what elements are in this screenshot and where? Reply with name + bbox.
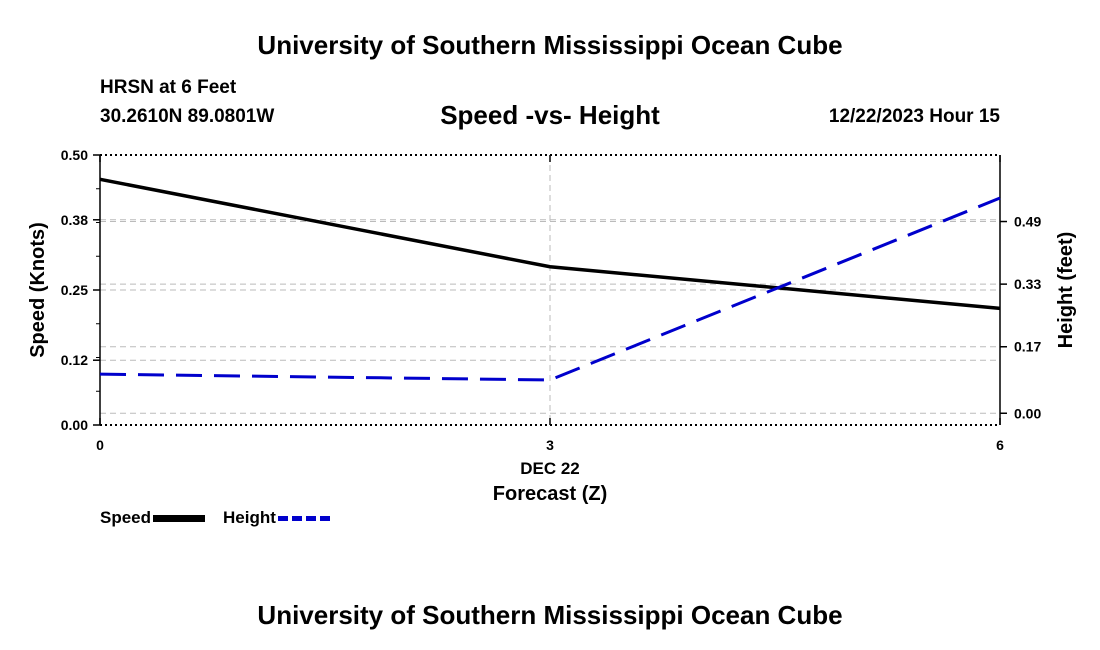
legend-item-speed: Speed [100,508,206,528]
legend-label-speed: Speed [100,508,152,527]
series-line-height [99,196,1001,382]
left-axis-ticks: 0.00 0.12 0.25 0.38 0.50 [61,147,100,433]
coordinates-label: 30.2610N 89.0801W [100,106,275,127]
footer-title: University of Southern Mississippi Ocean… [257,600,843,630]
right-tick-label-3: 0.49 [1014,214,1041,230]
legend-swatch-speed [153,514,206,522]
station-label: HRSN at 6 Feet [100,77,237,98]
y-axis-label: Speed (Knots) [27,222,49,358]
legend-label-height: Height [223,508,276,527]
right-axis-ticks: 0.00 0.17 0.33 0.49 [1000,214,1041,421]
x-axis-label: Forecast (Z) [493,483,607,505]
x-date-label: DEC 22 [520,459,580,478]
left-tick-label-0: 0.00 [61,417,88,433]
series-lines [99,177,1001,382]
legend: Speed Height [100,508,348,528]
grid-lines [100,155,1000,425]
x-tick-label-1: 3 [546,437,554,453]
chart-title: Speed -vs- Height [440,100,660,130]
x-axis-ticks: 0 3 6 [96,155,1004,453]
left-tick-label-3: 0.38 [61,212,88,228]
x-tick-label-2: 6 [996,437,1004,453]
legend-swatch-height [277,515,330,521]
right-tick-label-1: 0.17 [1014,339,1041,355]
series-line-speed [99,177,1001,311]
y2-axis-label: Height (feet) [1055,232,1077,349]
left-tick-label-4: 0.50 [61,147,88,163]
left-tick-label-1: 0.12 [61,352,88,368]
forecast-datetime: 12/22/2023 Hour 15 [828,106,1000,127]
x-tick-label-0: 0 [96,437,104,453]
right-tick-label-2: 0.33 [1014,276,1041,292]
left-tick-label-2: 0.25 [61,282,88,298]
legend-item-height: Height [223,508,330,528]
right-tick-label-0: 0.00 [1014,405,1041,421]
main-title: University of Southern Mississippi Ocean… [257,30,843,60]
